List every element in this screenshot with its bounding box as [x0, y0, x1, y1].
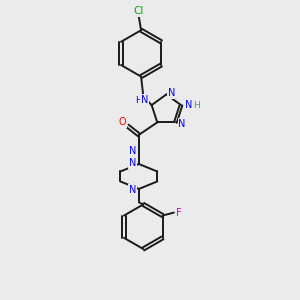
Text: Cl: Cl	[134, 6, 144, 16]
Text: N: N	[141, 95, 148, 105]
Text: N: N	[168, 88, 176, 98]
Text: O: O	[118, 117, 126, 128]
Text: H: H	[136, 95, 142, 104]
Text: F: F	[176, 208, 182, 218]
Text: N: N	[178, 119, 186, 129]
Text: N: N	[129, 184, 136, 195]
Text: N: N	[129, 146, 136, 156]
Text: H: H	[193, 101, 200, 110]
Text: N: N	[185, 100, 192, 110]
Text: N: N	[129, 158, 136, 168]
